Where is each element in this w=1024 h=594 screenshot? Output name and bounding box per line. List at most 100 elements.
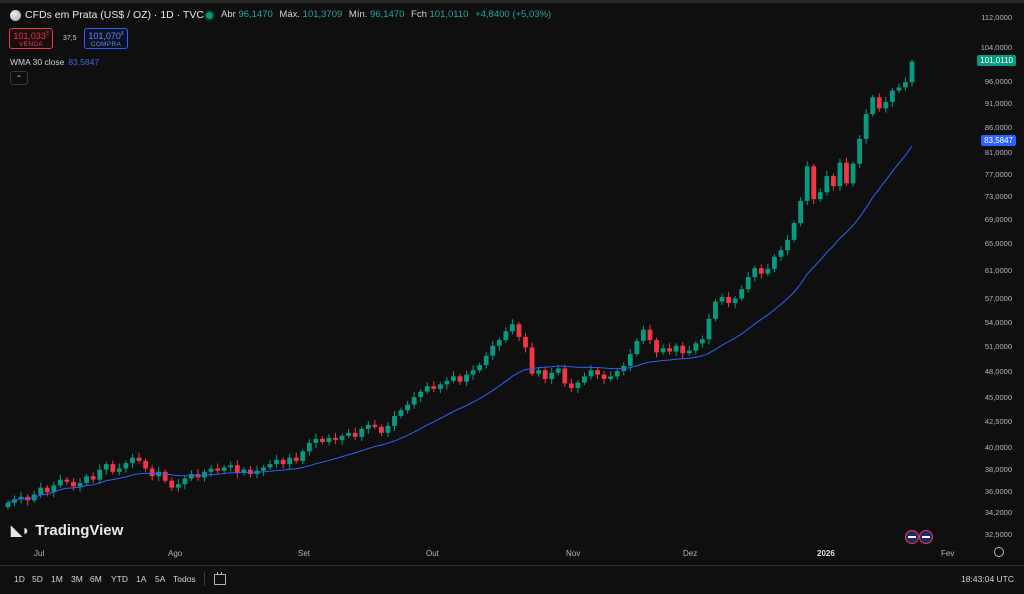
- timeframe-button[interactable]: 6M: [90, 574, 102, 584]
- candle[interactable]: [411, 397, 417, 405]
- candle[interactable]: [529, 347, 535, 374]
- candle[interactable]: [680, 345, 686, 354]
- candle[interactable]: [641, 329, 646, 341]
- candle[interactable]: [5, 502, 11, 507]
- candle[interactable]: [84, 476, 90, 484]
- candle[interactable]: [568, 383, 574, 388]
- candle[interactable]: [202, 471, 207, 478]
- candle[interactable]: [706, 318, 712, 340]
- candle[interactable]: [189, 474, 194, 479]
- candle[interactable]: [536, 370, 542, 374]
- candle[interactable]: [667, 348, 673, 352]
- candle[interactable]: [634, 340, 640, 355]
- candle[interactable]: [359, 428, 365, 437]
- candle[interactable]: [162, 471, 168, 481]
- candle[interactable]: [863, 114, 869, 139]
- candle[interactable]: [274, 459, 279, 465]
- candle[interactable]: [44, 487, 50, 493]
- candle[interactable]: [726, 297, 731, 303]
- candle[interactable]: [555, 368, 561, 373]
- buy-button[interactable]: 101,0708 COMPRA: [84, 28, 128, 49]
- candle[interactable]: [208, 468, 214, 472]
- candle[interactable]: [365, 424, 371, 429]
- candle[interactable]: [758, 268, 764, 274]
- candle[interactable]: [686, 350, 692, 354]
- candle[interactable]: [58, 479, 63, 486]
- candle[interactable]: [785, 239, 790, 251]
- candle[interactable]: [12, 499, 17, 503]
- candle[interactable]: [169, 480, 175, 488]
- candle[interactable]: [496, 340, 502, 346]
- candle[interactable]: [719, 297, 725, 302]
- candle[interactable]: [300, 451, 306, 461]
- candle[interactable]: [424, 386, 430, 392]
- candle[interactable]: [444, 380, 450, 385]
- candle[interactable]: [817, 192, 823, 200]
- timeframe-button[interactable]: 1M: [51, 574, 63, 584]
- candle[interactable]: [857, 138, 862, 164]
- candle[interactable]: [123, 463, 129, 469]
- candle[interactable]: [175, 484, 181, 488]
- candle[interactable]: [470, 370, 476, 375]
- us-flag-icon[interactable]: [905, 530, 919, 544]
- price-chart[interactable]: [0, 3, 1024, 563]
- candle[interactable]: [77, 483, 83, 487]
- wma-legend[interactable]: WMA 30 close 83,5847: [10, 57, 99, 67]
- market-status-icon[interactable]: [206, 12, 213, 19]
- candle[interactable]: [647, 329, 653, 341]
- sell-button[interactable]: 101,0333 VENDA: [9, 28, 53, 49]
- candle[interactable]: [90, 476, 96, 480]
- candle[interactable]: [103, 464, 109, 470]
- candle[interactable]: [699, 339, 705, 344]
- candle[interactable]: [241, 469, 247, 473]
- candle[interactable]: [896, 87, 902, 91]
- candle[interactable]: [608, 376, 614, 380]
- candle[interactable]: [654, 340, 659, 353]
- candle[interactable]: [405, 404, 410, 411]
- candle[interactable]: [346, 432, 352, 436]
- candle[interactable]: [837, 162, 843, 187]
- candle[interactable]: [772, 256, 777, 269]
- candle[interactable]: [830, 176, 836, 187]
- candle[interactable]: [71, 481, 76, 487]
- candle[interactable]: [503, 331, 509, 341]
- candle[interactable]: [143, 460, 148, 469]
- candle[interactable]: [739, 289, 745, 299]
- candle[interactable]: [844, 162, 849, 184]
- candle[interactable]: [582, 376, 587, 383]
- candle[interactable]: [909, 61, 915, 83]
- candle[interactable]: [234, 465, 240, 473]
- candle[interactable]: [791, 222, 797, 240]
- timeframe-button[interactable]: 1A: [136, 574, 147, 584]
- candle[interactable]: [477, 365, 483, 371]
- candle[interactable]: [798, 200, 804, 223]
- gear-icon[interactable]: [994, 547, 1004, 557]
- candle[interactable]: [575, 382, 581, 388]
- candle[interactable]: [765, 268, 771, 274]
- candle[interactable]: [804, 166, 810, 201]
- candle[interactable]: [136, 457, 142, 461]
- timeframe-button[interactable]: Todos: [173, 574, 196, 584]
- candle[interactable]: [542, 370, 548, 380]
- candle[interactable]: [280, 459, 286, 465]
- candle[interactable]: [25, 496, 31, 501]
- candle[interactable]: [182, 478, 188, 485]
- candle[interactable]: [562, 368, 568, 384]
- candle[interactable]: [333, 437, 338, 440]
- symbol-title[interactable]: CFDs em Prata (US$ / OZ) · 1D · TVC: [25, 9, 204, 21]
- timeframe-button[interactable]: 5D: [32, 574, 43, 584]
- timeframe-button[interactable]: 1D: [14, 574, 25, 584]
- timeframe-button[interactable]: YTD: [111, 574, 128, 584]
- candle[interactable]: [418, 391, 424, 398]
- candle[interactable]: [713, 301, 718, 319]
- candle[interactable]: [889, 90, 895, 102]
- candle[interactable]: [903, 82, 908, 88]
- candle[interactable]: [437, 384, 443, 389]
- candle[interactable]: [306, 443, 312, 452]
- candle[interactable]: [483, 355, 489, 366]
- timeframe-button[interactable]: 5A: [155, 574, 166, 584]
- candle[interactable]: [732, 298, 738, 303]
- candle[interactable]: [110, 464, 116, 472]
- candle[interactable]: [451, 376, 456, 381]
- candle[interactable]: [595, 370, 600, 375]
